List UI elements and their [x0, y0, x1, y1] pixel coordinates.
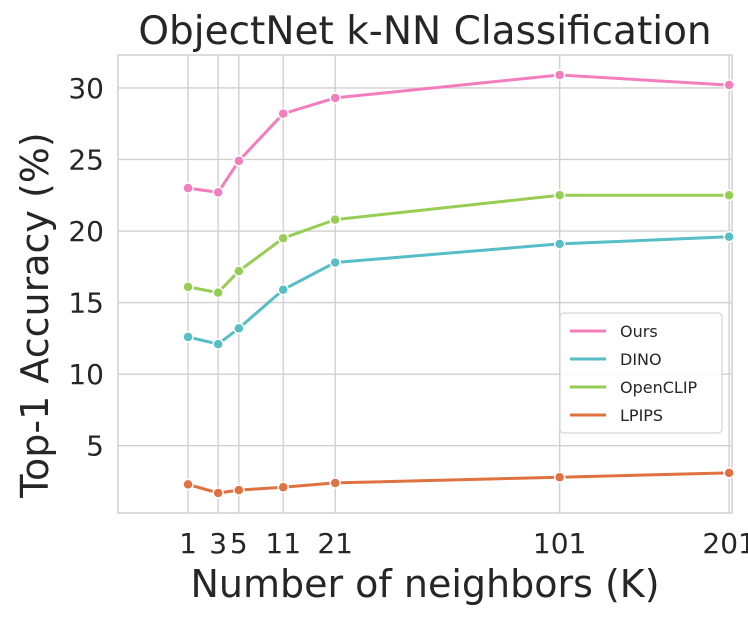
y-tick-label: 30 — [68, 72, 104, 105]
data-point-ours — [233, 155, 245, 167]
data-point-openclip — [182, 281, 194, 293]
x-tick-label: 101 — [533, 527, 586, 560]
series-layer — [182, 69, 735, 499]
legend-item-lpips: LPIPS — [570, 406, 663, 425]
y-tick-label: 15 — [68, 287, 104, 320]
data-point-openclip — [553, 189, 566, 202]
data-point-openclip — [233, 265, 245, 277]
grid — [118, 55, 732, 513]
data-point-dino — [182, 331, 194, 343]
x-tick-label: 201 — [702, 527, 748, 560]
legend-frame — [559, 312, 723, 434]
data-point-dino — [723, 231, 735, 243]
y-tick-label: 25 — [68, 143, 104, 176]
y-tick-label: 5 — [86, 430, 104, 463]
data-point-openclip — [723, 189, 735, 202]
y-tick-label: 20 — [68, 215, 104, 248]
y-axis-title: Top-1 Accuracy (%) — [13, 132, 57, 498]
data-point-ours — [329, 92, 341, 104]
legend-item-dino: DINO — [570, 350, 662, 369]
chart-title: ObjectNet k-NN Classification — [138, 9, 711, 54]
data-point-lpips — [277, 481, 289, 493]
x-tick-label: 5 — [230, 527, 248, 560]
data-point-dino — [329, 256, 341, 269]
y-tick-label: 10 — [68, 358, 104, 391]
legend-item-openclip: OpenCLIP — [570, 378, 698, 397]
legend-label: OpenCLIP — [620, 378, 698, 397]
data-point-ours — [212, 186, 224, 199]
data-point-dino — [233, 322, 245, 335]
x-tick-label: 11 — [265, 527, 301, 560]
data-point-lpips — [212, 487, 224, 499]
x-tick-label: 21 — [317, 527, 353, 560]
x-tick-label: 3 — [209, 527, 227, 560]
data-point-lpips — [233, 484, 245, 496]
data-point-ours — [182, 182, 194, 194]
legend-label: Ours — [620, 322, 658, 341]
data-point-openclip — [212, 286, 224, 299]
series-openclip — [182, 189, 735, 299]
legend-item-ours: Ours — [570, 322, 658, 341]
plot-frame — [117, 54, 733, 514]
data-point-lpips — [329, 477, 341, 489]
series-line-openclip — [186, 193, 731, 295]
series-line-lpips — [186, 471, 731, 495]
legend-label: DINO — [620, 350, 662, 369]
data-point-dino — [553, 238, 566, 250]
series-line-ours — [186, 73, 731, 194]
series-ours — [182, 69, 735, 199]
legend: Ours DINO OpenCLIP LPIPS — [559, 312, 723, 434]
data-point-ours — [277, 107, 289, 120]
data-point-ours — [723, 79, 735, 91]
data-point-lpips — [553, 471, 566, 483]
data-point-openclip — [329, 213, 341, 226]
x-tick-label: 1 — [179, 527, 197, 560]
legend-label: LPIPS — [620, 406, 663, 425]
series-dino — [182, 231, 735, 350]
data-point-dino — [212, 338, 224, 350]
series-lpips — [182, 467, 735, 499]
data-point-lpips — [182, 478, 194, 491]
data-point-ours — [553, 69, 566, 81]
data-point-dino — [277, 283, 289, 296]
data-point-openclip — [277, 232, 289, 244]
x-axis-title: Number of neighbors (K) — [190, 562, 659, 606]
data-point-lpips — [723, 467, 735, 479]
